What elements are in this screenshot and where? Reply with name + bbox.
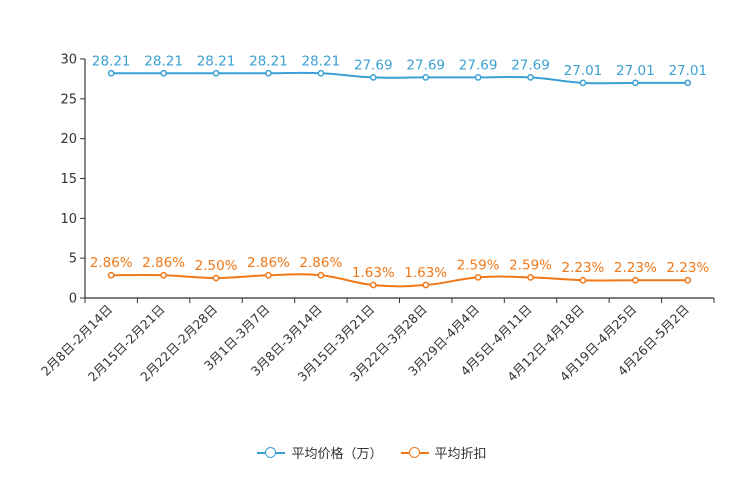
data-label-1-4: 2.86% [299, 255, 342, 271]
y-tick-label: 25 [60, 92, 77, 107]
data-label-0-8: 27.69 [511, 57, 550, 73]
data-label-1-8: 2.59% [509, 257, 552, 273]
data-point-1-1[interactable] [160, 271, 167, 279]
data-label-0-3: 28.21 [249, 53, 288, 69]
data-point-1-8[interactable] [527, 274, 534, 281]
data-point-0-9[interactable] [579, 79, 587, 87]
data-label-1-2: 2.50% [195, 258, 238, 274]
data-label-1-7: 2.59% [457, 257, 500, 273]
data-label-1-0: 2.86% [90, 255, 133, 271]
data-point-1-0[interactable] [107, 271, 115, 279]
x-axis: 2月8日-2月14日2月15日-2月21日2月22日-2月28日3月1日-3月7… [38, 297, 715, 384]
y-tick-label: 30 [60, 53, 77, 68]
series-line-1 [111, 273, 688, 288]
legend-item-average-discount[interactable]: 平均折扣 [400, 443, 487, 462]
y-tick-label: 10 [60, 212, 77, 227]
data-label-1-3: 2.86% [247, 255, 290, 271]
data-label-1-5: 1.63% [352, 265, 395, 281]
data-point-1-9[interactable] [579, 276, 587, 284]
data-label-0-2: 28.21 [197, 53, 236, 69]
data-point-1-10[interactable] [632, 276, 639, 284]
legend-label-average-discount: 平均折扣 [434, 447, 487, 462]
data-point-1-7[interactable] [474, 274, 482, 281]
data-label-0-7: 27.69 [459, 57, 498, 73]
legend-price-marker-icon [257, 446, 286, 460]
data-label-0-5: 27.69 [354, 57, 393, 73]
data-label-1-10: 2.23% [614, 260, 657, 276]
data-label-1-6: 1.63% [404, 265, 447, 281]
data-point-0-5[interactable] [369, 74, 377, 81]
data-label-0-6: 27.69 [406, 57, 445, 73]
y-axis: 0 5 10 15 20 25 30 [60, 53, 86, 307]
series-layer [107, 69, 692, 289]
data-point-1-5[interactable] [369, 281, 377, 289]
y-tick-label: 15 [60, 172, 77, 187]
data-label-0-0: 28.21 [92, 53, 131, 69]
series-line-0 [111, 71, 688, 85]
data-label-0-1: 28.21 [144, 53, 183, 69]
data-point-1-3[interactable] [265, 271, 272, 279]
data-point-1-4[interactable] [317, 271, 325, 279]
data-label-0-9: 27.01 [564, 63, 603, 79]
data-point-0-1[interactable] [160, 69, 167, 77]
data-label-1-9: 2.23% [562, 260, 605, 276]
data-point-0-0[interactable] [107, 69, 115, 77]
data-point-0-4[interactable] [317, 69, 325, 77]
data-point-0-8[interactable] [527, 74, 534, 81]
data-point-1-11[interactable] [684, 276, 692, 284]
legend-label-average-price: 平均价格（万） [291, 447, 383, 462]
y-tick-label: 5 [69, 252, 77, 267]
legend-item-average-price[interactable]: 平均价格（万） [257, 443, 383, 462]
data-point-0-11[interactable] [684, 79, 692, 87]
data-point-1-6[interactable] [422, 281, 430, 289]
y-tick-label: 20 [60, 132, 77, 147]
data-point-0-6[interactable] [422, 74, 430, 81]
data-label-0-4: 28.21 [302, 53, 341, 69]
legend-discount-marker-icon [400, 446, 429, 460]
data-point-0-2[interactable] [212, 69, 220, 77]
data-point-0-3[interactable] [265, 69, 272, 77]
y-tick-label: 0 [69, 292, 77, 307]
data-label-0-10: 27.01 [616, 63, 655, 79]
data-label-1-11: 2.23% [666, 260, 709, 276]
data-point-0-7[interactable] [474, 74, 482, 81]
data-label-1-1: 2.86% [142, 255, 185, 271]
data-point-1-2[interactable] [212, 274, 220, 282]
data-labels-layer: 28.21 28.21 28.21 28.21 28.21 27.69 27.69 27.69… [90, 53, 710, 281]
data-label-0-11: 27.01 [668, 63, 707, 79]
legend: 平均价格（万） 平均折扣 [0, 443, 744, 462]
data-point-0-10[interactable] [632, 79, 639, 87]
